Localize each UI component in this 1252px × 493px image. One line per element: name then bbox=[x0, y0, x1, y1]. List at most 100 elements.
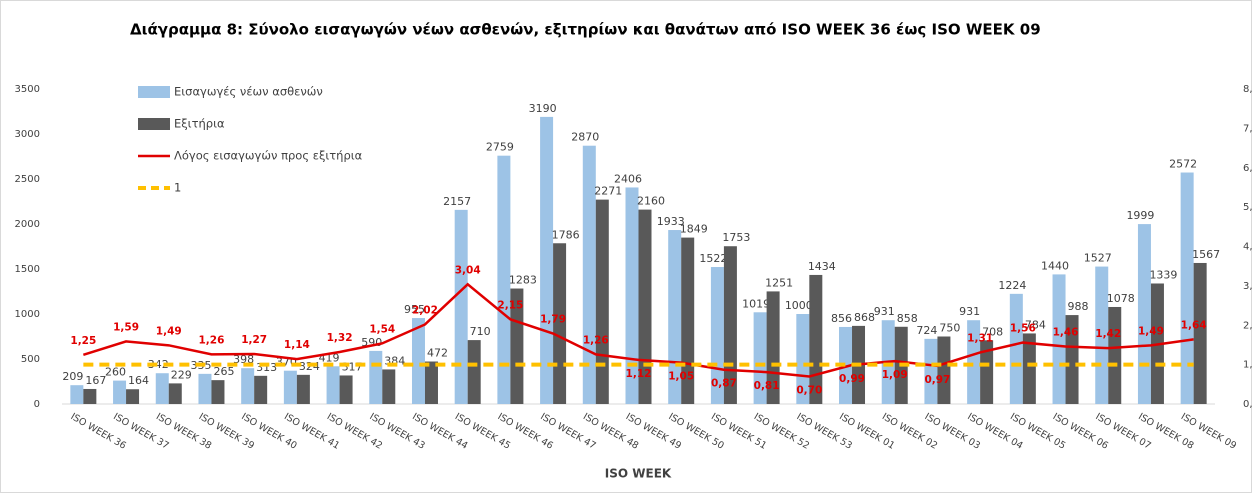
line-value-label: 0,70 bbox=[796, 384, 822, 396]
bar bbox=[1137, 224, 1151, 404]
bar-value-label: 708 bbox=[982, 325, 1003, 338]
line-value-label: 3,04 bbox=[455, 264, 481, 276]
line-value-label: 1,27 bbox=[241, 334, 267, 346]
bar bbox=[424, 361, 438, 404]
line-value-label: 1,64 bbox=[1181, 319, 1207, 331]
y-tick-label: 2000 bbox=[15, 219, 40, 230]
bar bbox=[510, 288, 524, 404]
line-value-label: 0,81 bbox=[754, 380, 780, 392]
bar bbox=[638, 209, 652, 404]
bar-value-label: 1522 bbox=[699, 252, 727, 265]
bar bbox=[326, 366, 340, 404]
legend-label: Λόγος εισαγωγών προς εξιτήρια bbox=[174, 149, 363, 163]
y2-tick-label: 0,00 bbox=[1243, 399, 1252, 410]
bar bbox=[339, 375, 353, 404]
bar-value-label: 229 bbox=[171, 368, 192, 381]
legend-label: Εξιτήρια bbox=[174, 117, 225, 131]
bar bbox=[937, 336, 951, 404]
line-value-label: 2,15 bbox=[497, 299, 523, 311]
bar bbox=[753, 312, 767, 404]
line-value-label: 1,25 bbox=[70, 335, 96, 347]
line-value-label: 1,54 bbox=[369, 323, 395, 335]
line-value-label: 1,49 bbox=[1138, 325, 1164, 337]
line-value-label: 1,49 bbox=[156, 325, 182, 337]
bar-value-label: 2271 bbox=[594, 185, 622, 198]
y2-tick-label: 2,00 bbox=[1243, 320, 1252, 331]
bar-value-label: 1527 bbox=[1084, 252, 1112, 265]
bar bbox=[625, 187, 639, 404]
bar bbox=[283, 370, 297, 404]
bar-value-label: 2157 bbox=[443, 195, 471, 208]
line-value-label: 1,05 bbox=[668, 371, 694, 383]
bar bbox=[155, 373, 169, 404]
bar bbox=[809, 274, 823, 404]
y2-tick-label: 8,00 bbox=[1243, 84, 1252, 95]
y2-tick-label: 4,00 bbox=[1243, 242, 1252, 253]
bar-value-label: 868 bbox=[854, 311, 875, 324]
line-value-label: 0,87 bbox=[711, 378, 737, 390]
bar bbox=[766, 291, 780, 404]
bar bbox=[796, 314, 810, 404]
bar-value-label: 2572 bbox=[1169, 158, 1197, 171]
line-value-label: 1,26 bbox=[199, 334, 225, 346]
line-value-label: 1,56 bbox=[1010, 323, 1036, 335]
bar bbox=[1022, 333, 1036, 404]
bar-value-label: 858 bbox=[897, 312, 918, 325]
bar-value-label: 1224 bbox=[998, 279, 1026, 292]
bar-value-label: 342 bbox=[148, 358, 169, 371]
bar-value-label: 988 bbox=[1068, 300, 1089, 313]
y2-tick-label: 6,00 bbox=[1243, 163, 1252, 174]
bar bbox=[1180, 172, 1194, 404]
line-value-label: 1,46 bbox=[1053, 327, 1079, 339]
line-value-label: 1,32 bbox=[327, 332, 353, 344]
bar-value-label: 710 bbox=[470, 325, 491, 338]
bar bbox=[924, 338, 938, 404]
bar bbox=[113, 380, 127, 404]
bar bbox=[595, 199, 609, 404]
bar-value-label: 164 bbox=[128, 374, 149, 387]
bar bbox=[168, 383, 182, 404]
y-tick-label: 1000 bbox=[15, 309, 40, 320]
line bbox=[82, 282, 1194, 378]
line-value-label: 2,02 bbox=[412, 304, 438, 316]
line-value-label: 1,79 bbox=[540, 314, 566, 326]
y-tick-label: 3500 bbox=[15, 84, 40, 95]
y-tick-label: 2500 bbox=[15, 174, 40, 185]
y2-tick-label: 3,00 bbox=[1243, 281, 1252, 292]
bar-value-label: 209 bbox=[62, 370, 83, 383]
bar-value-label: 1283 bbox=[509, 274, 537, 287]
bar bbox=[967, 320, 981, 404]
bar-value-label: 1000 bbox=[785, 299, 813, 312]
bar-value-label: 1251 bbox=[765, 276, 793, 289]
bar bbox=[369, 350, 383, 404]
chart-title: Διάγραμμα 8: Σύνολο εισαγωγών νέων ασθεν… bbox=[130, 21, 1041, 39]
y2-tick-label: 1,00 bbox=[1243, 360, 1252, 371]
bar-value-label: 1434 bbox=[808, 260, 836, 273]
bar-value-label: 265 bbox=[213, 365, 234, 378]
legend-swatch bbox=[138, 86, 170, 98]
bar-value-label: 3190 bbox=[529, 102, 557, 115]
bar bbox=[241, 368, 255, 404]
line-value-label: 1,42 bbox=[1095, 328, 1121, 340]
bar bbox=[211, 380, 225, 404]
bar-value-label: 2160 bbox=[637, 195, 665, 208]
bar bbox=[1095, 266, 1109, 404]
bar-value-label: 1339 bbox=[1149, 268, 1177, 281]
bar bbox=[198, 373, 212, 404]
bar-value-label: 1019 bbox=[742, 297, 770, 310]
bar-value-label: 931 bbox=[874, 305, 895, 318]
bar bbox=[582, 145, 596, 404]
line-value-label: 1,14 bbox=[284, 339, 310, 351]
line-value-label: 0,99 bbox=[839, 373, 865, 385]
bar-value-label: 750 bbox=[939, 322, 960, 335]
bar bbox=[467, 340, 481, 404]
y2-tick-label: 7,00 bbox=[1243, 123, 1252, 134]
bar-value-label: 2870 bbox=[571, 131, 599, 144]
bar bbox=[83, 388, 97, 404]
y-tick-label: 3000 bbox=[15, 129, 40, 140]
line-value-label: 1,59 bbox=[113, 321, 139, 333]
bar bbox=[126, 389, 140, 404]
bar bbox=[1065, 315, 1079, 404]
